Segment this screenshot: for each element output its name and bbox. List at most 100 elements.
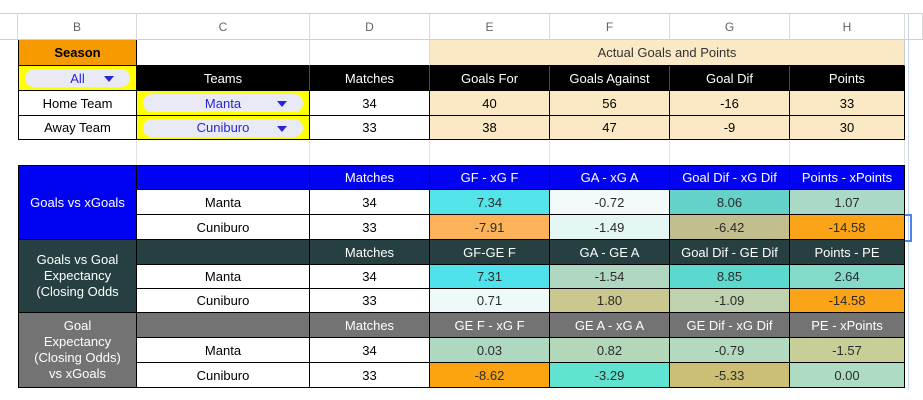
section-header: GF - xG F xyxy=(430,165,550,190)
team-cell: Manta xyxy=(137,265,310,289)
stat-cell: -0.79 xyxy=(670,338,790,363)
team-cell: Cuniburo xyxy=(137,215,310,240)
home-goal-dif: -16 xyxy=(670,91,790,116)
team-cell: Manta xyxy=(137,190,310,215)
matches-cell: 34 xyxy=(310,265,430,289)
stat-cell: 0.00 xyxy=(790,363,905,388)
section-header: Points - xPoints xyxy=(790,165,905,190)
section-header-spacer xyxy=(137,240,310,265)
section-header-matches: Matches xyxy=(310,313,430,338)
season-filter-dropdown[interactable]: All xyxy=(25,69,130,87)
team-cell: Manta xyxy=(137,338,310,363)
section-header: GE F - xG F xyxy=(430,313,550,338)
stat-cell: -1.57 xyxy=(790,338,905,363)
home-goals-against: 56 xyxy=(550,91,670,116)
gap-cell xyxy=(430,140,550,165)
stat-cell: -14.58 xyxy=(790,215,905,240)
stat-cell: 1.80 xyxy=(550,289,670,313)
section-label-goal-expectancy-vs-xgoals: Goal Expectancy (Closing Odds) vs xGoals xyxy=(18,313,137,388)
col-header-h[interactable]: H xyxy=(790,13,905,40)
away-team-dropdown[interactable]: Cuniburo xyxy=(143,118,303,137)
stat-cell: -8.62 xyxy=(430,363,550,388)
home-team-label: Home Team xyxy=(18,91,137,116)
team-cell: Cuniburo xyxy=(137,289,310,313)
section-header: PE - xPoints xyxy=(790,313,905,338)
header-goals-for: Goals For xyxy=(430,66,550,91)
section-header: GA - GE A xyxy=(550,240,670,265)
home-team-dropdown[interactable]: Manta xyxy=(143,94,303,112)
season-cell: Season xyxy=(18,40,137,66)
season-filter-value: All xyxy=(70,70,85,86)
col-header-f[interactable]: F xyxy=(550,13,670,40)
section-header: GE A - xG A xyxy=(550,313,670,338)
home-goals-for: 40 xyxy=(430,91,550,116)
home-team-value: Manta xyxy=(204,95,242,111)
away-team-cell: Cuniburo xyxy=(137,116,310,140)
bottom-margin xyxy=(0,388,923,400)
stat-cell: -7.91 xyxy=(430,215,550,240)
stat-cell: -1.49 xyxy=(550,215,670,240)
header-points: Points xyxy=(790,66,905,91)
gap-cell xyxy=(670,140,790,165)
col-header-b[interactable]: B xyxy=(18,13,137,40)
section-header-spacer xyxy=(137,313,310,338)
dropdown-arrow-icon xyxy=(277,125,287,132)
col-header-e[interactable]: E xyxy=(430,13,550,40)
empty-cell xyxy=(310,40,430,66)
section-header-matches: Matches xyxy=(310,165,430,190)
col-header-g[interactable]: G xyxy=(670,13,790,40)
stat-cell: 7.31 xyxy=(430,265,550,289)
column-i-gridline xyxy=(908,13,909,390)
section-header: GE Dif - xG Dif xyxy=(670,313,790,338)
section-header-spacer xyxy=(137,165,310,190)
home-matches: 34 xyxy=(310,91,430,116)
home-points: 33 xyxy=(790,91,905,116)
home-team-cell: Manta xyxy=(137,91,310,116)
stat-cell: 8.85 xyxy=(670,265,790,289)
away-team-label: Away Team xyxy=(18,116,137,140)
away-goal-dif: -9 xyxy=(670,116,790,140)
left-margin xyxy=(0,40,18,388)
section-header: Goal Dif - xG Dif xyxy=(670,165,790,190)
stat-cell: 7.34 xyxy=(430,190,550,215)
matches-cell: 34 xyxy=(310,190,430,215)
matches-cell: 33 xyxy=(310,363,430,388)
active-cell-indicator xyxy=(905,214,912,242)
section-label-text: Goal Expectancy (Closing Odds) vs xGoals xyxy=(34,318,121,381)
stat-cell: 0.82 xyxy=(550,338,670,363)
gap-cell xyxy=(137,140,310,165)
stat-cell: 0.71 xyxy=(430,289,550,313)
gap-cell xyxy=(18,140,137,165)
matches-cell: 33 xyxy=(310,289,430,313)
away-team-value: Cuniburo xyxy=(196,120,250,135)
section-label-goals-vs-goal-expectancy: Goals vs Goal Expectancy (Closing Odds xyxy=(18,240,137,313)
section-header: Goal Dif - GE Dif xyxy=(670,240,790,265)
stat-cell: -1.54 xyxy=(550,265,670,289)
away-goals-for: 38 xyxy=(430,116,550,140)
col-header-d[interactable]: D xyxy=(310,13,430,40)
gap-cell xyxy=(550,140,670,165)
section-label-text: Goals vs xGoals xyxy=(30,194,125,210)
section-header-matches: Matches xyxy=(310,240,430,265)
stat-cell: -3.29 xyxy=(550,363,670,388)
team-cell: Cuniburo xyxy=(137,363,310,388)
gap-cell xyxy=(790,140,905,165)
col-header-c[interactable]: C xyxy=(137,13,310,40)
stat-cell: -1.09 xyxy=(670,289,790,313)
section-label-text: Goals vs Goal Expectancy (Closing Odds xyxy=(36,252,119,299)
header-goal-dif: Goal Dif xyxy=(670,66,790,91)
banner-title: Actual Goals and Points xyxy=(430,40,905,66)
section-header: GF-GE F xyxy=(430,240,550,265)
stat-cell: 1.07 xyxy=(790,190,905,215)
section-header: GA - xG A xyxy=(550,165,670,190)
stat-cell: -5.33 xyxy=(670,363,790,388)
header-goals-against: Goals Against xyxy=(550,66,670,91)
section-label-goals-vs-xgoals: Goals vs xGoals xyxy=(18,165,137,240)
matches-cell: 34 xyxy=(310,338,430,363)
season-filter-cell: All xyxy=(18,66,137,91)
stat-cell: -0.72 xyxy=(550,190,670,215)
header-teams: Teams xyxy=(137,66,310,91)
stat-cell: 0.03 xyxy=(430,338,550,363)
corner-cell xyxy=(0,13,18,40)
